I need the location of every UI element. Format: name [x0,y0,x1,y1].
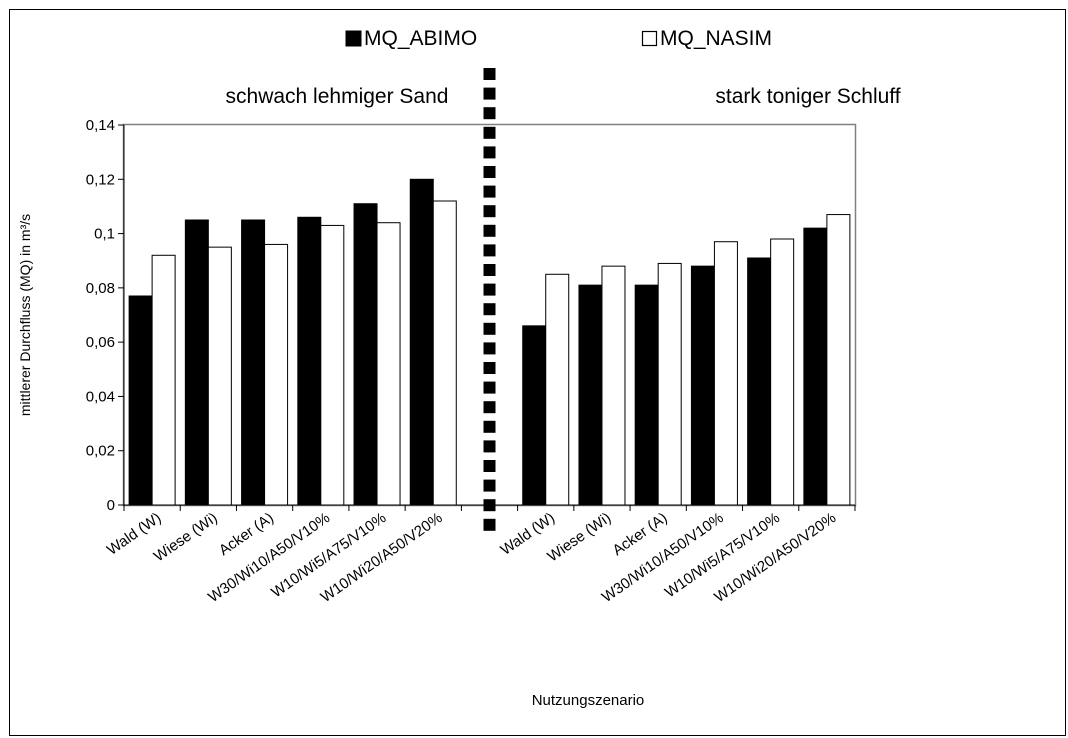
bar-mq-abimo [747,257,772,506]
divider-dash [483,283,496,296]
divider-dash [483,303,496,316]
bar-mq-nasim [545,273,570,506]
bar-mq-nasim [432,200,457,506]
divider-dash [483,185,496,198]
y-tick-label: 0,06 [86,334,115,351]
divider-dash [483,107,496,120]
divider-dash [483,479,496,492]
x-axis-title: Nutzungszenario [532,692,645,709]
bar-mq-nasim [151,254,176,506]
bar-mq-abimo [184,219,209,506]
divider-dash [483,362,496,374]
group-label-right: stark toniger Schluff [715,85,900,108]
divider-dash [483,518,496,531]
y-tick-label: 0,04 [86,388,115,405]
legend: MQ_ABIMO MQ_NASIM [345,27,772,50]
divider-dash [483,440,496,453]
bar-mq-nasim [207,246,232,506]
bar-mq-nasim [601,265,626,506]
bar-mq-abimo [690,265,715,506]
divider-dash [483,264,496,276]
divider-dash [483,420,496,433]
bar-mq-nasim [376,222,401,506]
y-tick-label: 0,12 [86,171,115,188]
legend-swatch-nasim [641,30,658,47]
y-tick-label: 0,14 [86,117,115,134]
bar-mq-abimo [353,203,378,506]
divider-dash [483,126,496,139]
legend-swatch-abimo [345,30,362,47]
divider-dash [483,205,496,218]
divider-dash [483,460,496,472]
bar-mq-nasim [657,262,682,506]
bar-mq-abimo [297,216,322,506]
divider-dash [483,146,496,159]
divider-dash [483,244,496,257]
bar-mq-abimo [522,325,547,506]
bar-mq-abimo [803,227,828,506]
bar-mq-nasim [320,224,345,506]
divider-dash [483,381,496,394]
divider-dash [483,401,496,414]
bar-mq-nasim [713,241,738,506]
bars [128,178,851,506]
y-tick-label: 0,1 [94,226,115,243]
divider-dash [483,342,496,355]
bar-mq-abimo [241,219,266,506]
bar-mq-abimo [578,284,603,506]
bar-mq-abimo [128,295,153,506]
divider-dash [483,322,496,335]
bar-mq-nasim [770,238,795,506]
y-tick-label: 0 [107,497,115,514]
y-axis: 0 0,02 0,04 0,06 0,08 0,1 0,12 0,14 [86,117,125,514]
divider-dash [483,68,496,80]
y-axis-title: mittlerer Durchfluss (MQ) in m³/s [17,214,33,416]
bar-mq-nasim [826,214,851,506]
group-label-left: schwach lehmiger Sand [226,85,449,108]
legend-label-abimo: MQ_ABIMO [364,27,477,50]
y-tick-label: 0,08 [86,280,115,297]
divider-dash [483,224,496,237]
group-divider [483,68,496,531]
bar-mq-abimo [634,284,659,506]
y-tick-label: 0,02 [86,443,115,460]
divider-dash [483,87,496,100]
bar-mq-nasim [264,243,289,506]
legend-label-nasim: MQ_NASIM [660,27,772,50]
divider-dash [483,166,496,178]
bar-mq-abimo [409,178,434,506]
